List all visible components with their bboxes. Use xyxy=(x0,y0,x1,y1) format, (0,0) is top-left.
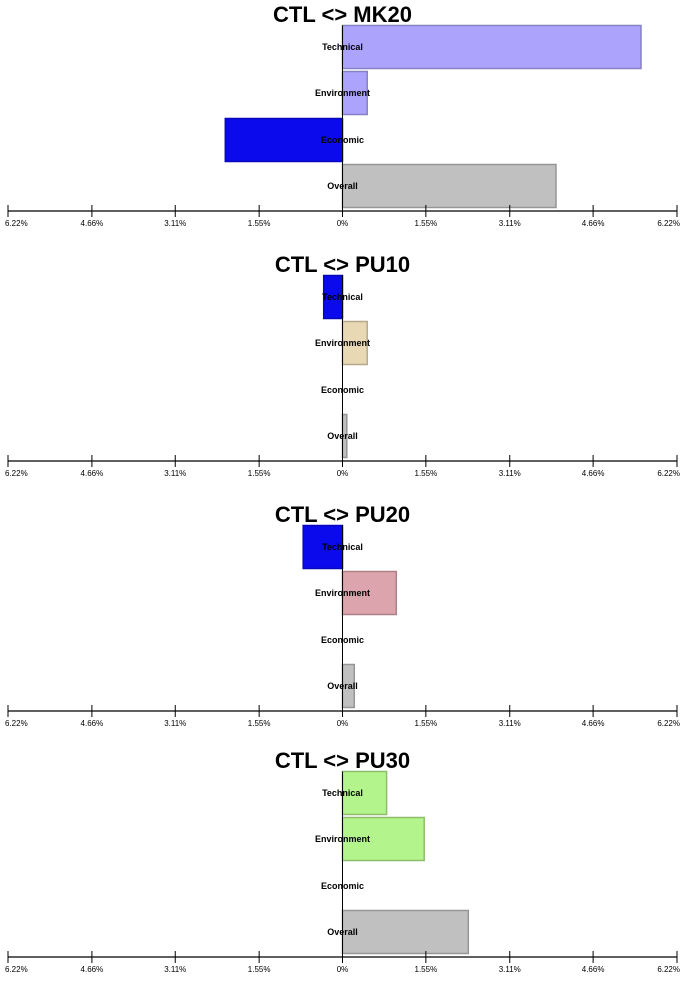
x-tick-label: 1.55% xyxy=(248,719,271,728)
x-tick-label: 1.55% xyxy=(415,719,438,728)
x-tick-label: 0% xyxy=(337,719,349,728)
x-tick-label: 6.22% xyxy=(5,469,28,478)
x-tick-label: 3.11% xyxy=(164,469,186,478)
chart-title: CTL <> MK20 xyxy=(273,2,412,27)
bar-economic xyxy=(224,117,344,163)
x-tick-label: 6.22% xyxy=(657,219,680,228)
chart-panel: CTL <> PU30TechnicalEnvironmentEconomicO… xyxy=(5,748,680,974)
x-tick-label: 6.22% xyxy=(657,469,680,478)
x-tick-label: 3.11% xyxy=(499,469,521,478)
bar-environment xyxy=(341,570,398,616)
chart-title: CTL <> PU20 xyxy=(275,502,410,527)
x-tick-label: 6.22% xyxy=(657,965,680,974)
x-tick-label: 4.66% xyxy=(582,965,605,974)
x-tick-label: 0% xyxy=(337,965,349,974)
x-tick-label: 1.55% xyxy=(248,469,271,478)
chart-panel: CTL <> PU20TechnicalEnvironmentEconomicO… xyxy=(5,502,680,728)
x-tick-label: 6.22% xyxy=(5,719,28,728)
x-tick-label: 3.11% xyxy=(499,719,521,728)
x-tick-label: 4.66% xyxy=(81,469,104,478)
x-tick-label: 0% xyxy=(337,219,349,228)
x-tick-label: 3.11% xyxy=(164,719,186,728)
chart-panel: CTL <> MK20TechnicalEnvironmentEconomicO… xyxy=(5,2,680,228)
bar-overall xyxy=(341,909,470,955)
bar-technical xyxy=(341,24,642,70)
x-tick-label: 4.66% xyxy=(81,719,104,728)
bar-environment xyxy=(341,320,368,366)
x-tick-label: 0% xyxy=(337,469,349,478)
chart-title: CTL <> PU30 xyxy=(275,748,410,773)
chart-title: CTL <> PU10 xyxy=(275,252,410,277)
x-tick-label: 1.55% xyxy=(415,219,438,228)
x-tick-label: 4.66% xyxy=(582,469,605,478)
x-tick-label: 1.55% xyxy=(415,469,438,478)
x-tick-label: 3.11% xyxy=(164,219,186,228)
x-tick-label: 6.22% xyxy=(5,965,28,974)
bar-overall xyxy=(341,163,557,209)
chart-panel: CTL <> PU10TechnicalEnvironmentEconomicO… xyxy=(5,252,680,478)
x-tick-label: 4.66% xyxy=(582,219,605,228)
x-tick-label: 3.11% xyxy=(164,965,186,974)
x-tick-label: 1.55% xyxy=(248,219,271,228)
x-tick-label: 4.66% xyxy=(81,219,104,228)
x-tick-label: 3.11% xyxy=(499,965,521,974)
x-tick-label: 6.22% xyxy=(5,219,28,228)
x-tick-label: 3.11% xyxy=(499,219,521,228)
x-tick-label: 6.22% xyxy=(657,719,680,728)
x-tick-label: 1.55% xyxy=(415,965,438,974)
x-tick-label: 1.55% xyxy=(248,965,271,974)
x-tick-label: 4.66% xyxy=(81,965,104,974)
x-tick-label: 4.66% xyxy=(582,719,605,728)
